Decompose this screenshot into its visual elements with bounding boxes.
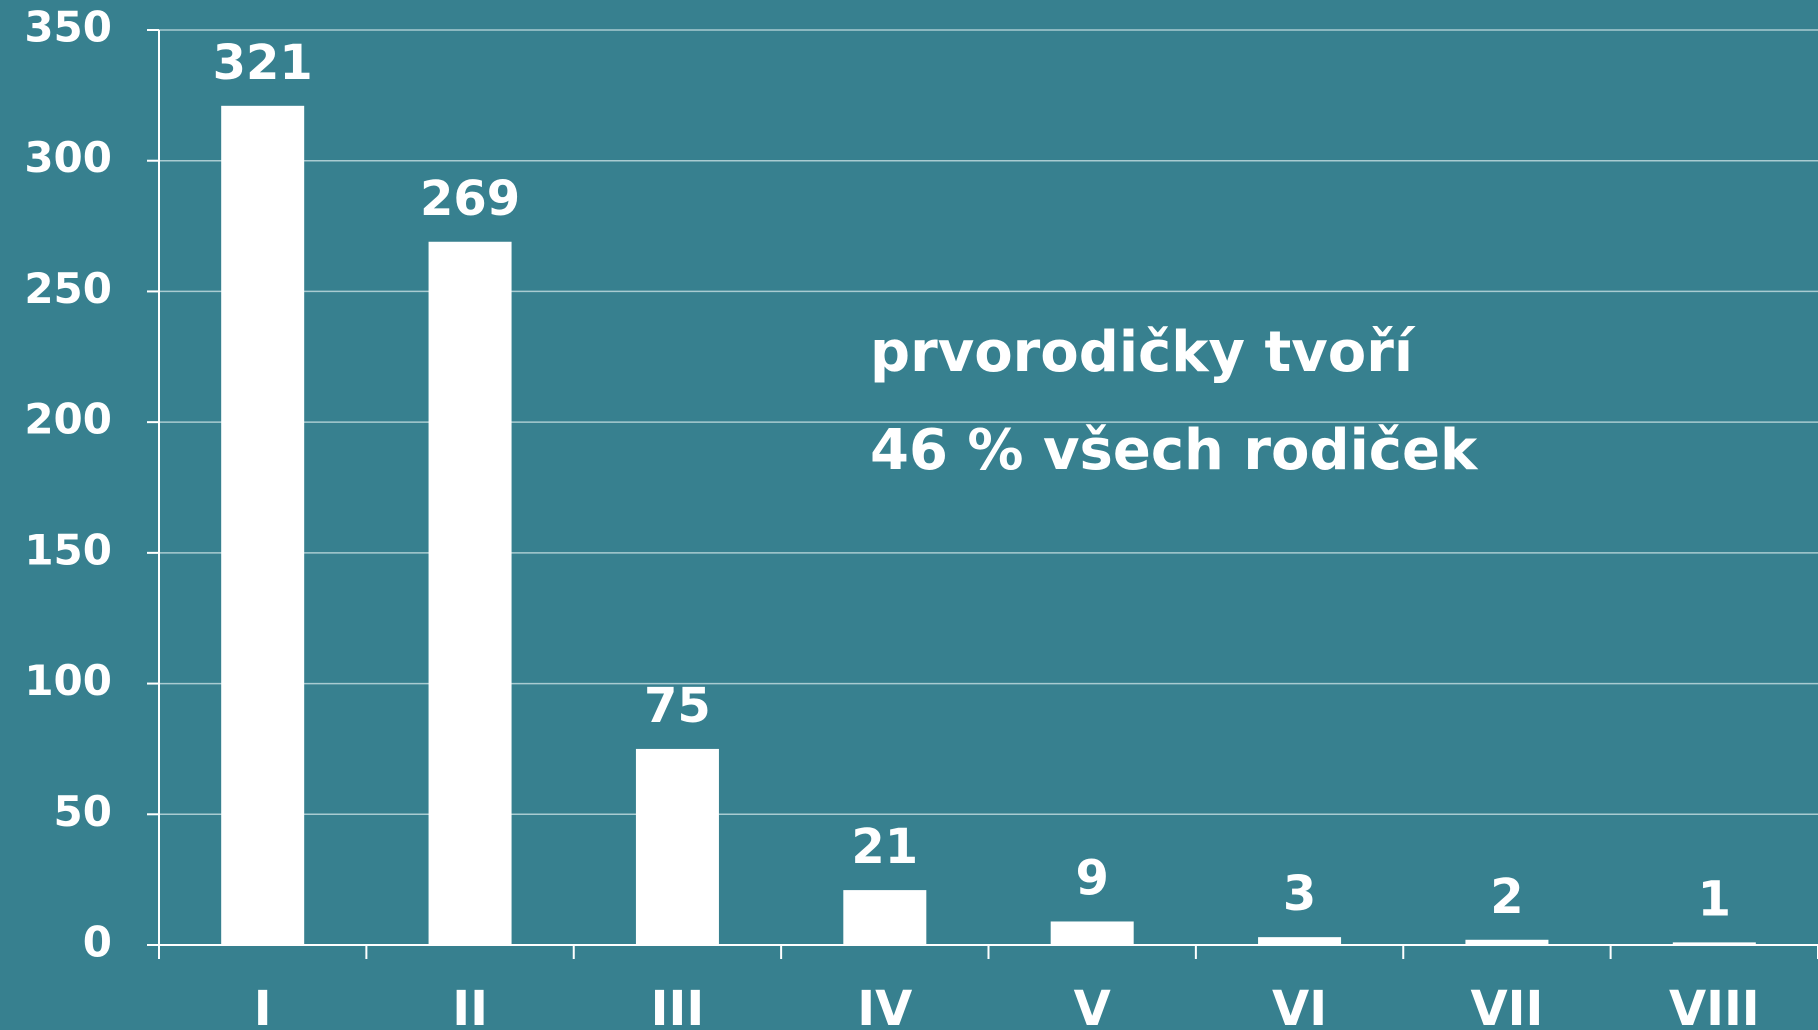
- annotation: 46 % všech rodiček: [870, 418, 1479, 483]
- y-tick-label: 150: [24, 525, 112, 574]
- bar: [1672, 942, 1756, 945]
- y-tick-label: 200: [24, 395, 112, 444]
- y-tick-label: 250: [24, 264, 112, 313]
- annotation: prvorodičky tvoří: [870, 320, 1416, 385]
- x-tick-label: VII: [1471, 981, 1544, 1030]
- bar: [1465, 939, 1549, 945]
- x-tick-label: II: [452, 981, 488, 1030]
- value-label: 2: [1490, 869, 1523, 925]
- x-tick-label: I: [254, 981, 272, 1030]
- bar: [635, 748, 719, 945]
- x-tick-label: IV: [857, 981, 912, 1030]
- x-tick-label: V: [1074, 981, 1111, 1030]
- x-tick-label: VI: [1272, 981, 1327, 1030]
- x-tick-label: VIII: [1669, 981, 1760, 1030]
- value-label: 3: [1283, 866, 1316, 922]
- y-tick-label: 100: [24, 656, 112, 705]
- y-tick-label: 350: [24, 3, 112, 52]
- y-tick-label: 0: [83, 918, 112, 967]
- bar: [428, 241, 512, 945]
- y-tick-label: 300: [24, 133, 112, 182]
- value-label: 9: [1075, 850, 1108, 906]
- x-tick-label: III: [651, 981, 705, 1030]
- value-label: 269: [420, 171, 520, 227]
- y-tick-label: 50: [54, 787, 112, 836]
- value-label: 1: [1698, 871, 1731, 927]
- value-label: 321: [213, 35, 313, 91]
- bar: [221, 105, 305, 946]
- bar: [1258, 937, 1342, 945]
- bar: [1050, 921, 1134, 945]
- value-label: 21: [851, 819, 918, 875]
- bar: [843, 890, 927, 945]
- value-label: 75: [644, 678, 711, 734]
